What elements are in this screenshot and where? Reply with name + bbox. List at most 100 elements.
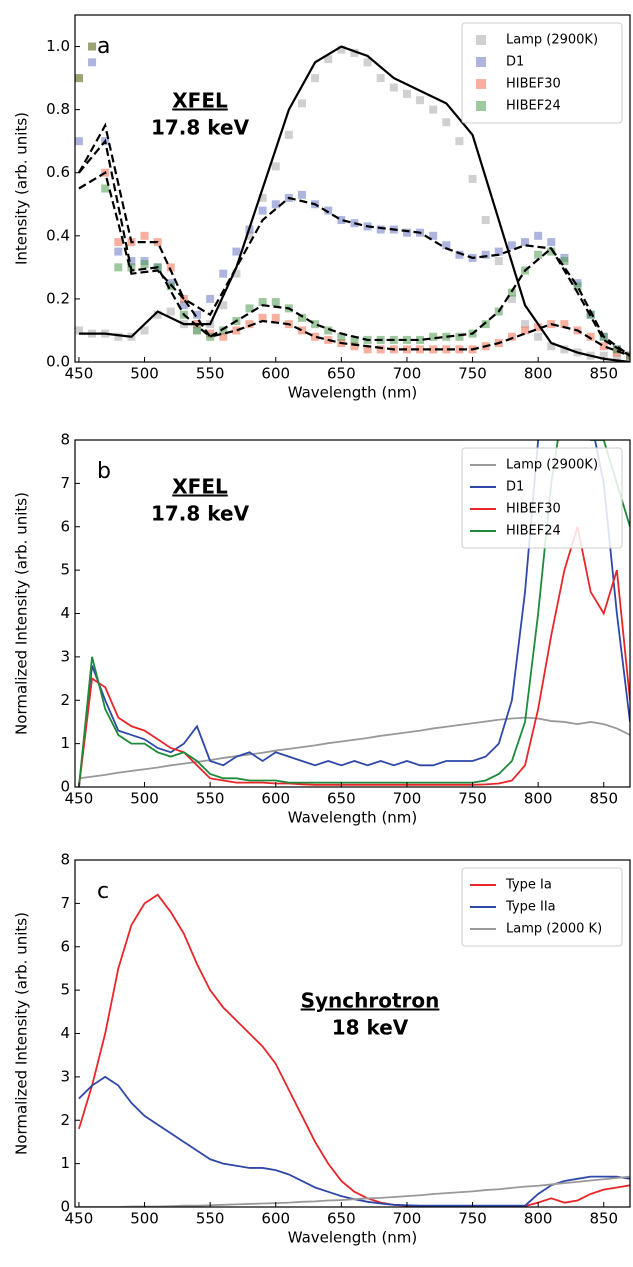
point (88, 42, 97, 51)
y-axis-label: Normalized Intensity (arb. units) (13, 492, 31, 735)
x-tick-label: 750 (458, 1210, 487, 1228)
x-tick-label: 600 (261, 365, 290, 383)
point (534, 231, 543, 240)
point (271, 162, 280, 171)
series-line (78, 526, 630, 787)
point (311, 320, 320, 329)
legend-marker (476, 79, 486, 89)
x-tick-label: 700 (393, 790, 422, 808)
point (402, 228, 411, 237)
y-tick-label: 5 (60, 561, 70, 579)
point (271, 298, 280, 307)
point (586, 332, 595, 341)
point (402, 89, 411, 98)
point (166, 263, 175, 272)
x-tick-label: 550 (196, 365, 225, 383)
point (75, 137, 83, 146)
point (324, 326, 333, 335)
point (219, 332, 228, 341)
point (350, 335, 359, 344)
x-tick-label: 850 (589, 1210, 618, 1228)
x-tick-label: 650 (327, 790, 356, 808)
x-tick-label: 800 (524, 790, 553, 808)
axes-frame (74, 439, 631, 788)
point (560, 257, 569, 266)
point (416, 96, 425, 105)
point (114, 332, 123, 341)
x-tick-label: 500 (130, 1210, 159, 1228)
point (547, 247, 556, 256)
point (429, 332, 438, 341)
annotation: XFEL (172, 89, 228, 113)
point (481, 250, 490, 259)
point (114, 263, 123, 272)
point (350, 342, 359, 351)
legend-label: Type IIa (505, 900, 556, 915)
point (219, 326, 228, 335)
fit-line (78, 45, 630, 362)
x-tick-label: 750 (458, 365, 487, 383)
point (455, 137, 464, 146)
point (271, 313, 280, 322)
y-tick-label: 8 (60, 431, 70, 449)
point (75, 326, 83, 335)
legend-marker (476, 57, 486, 67)
point (140, 326, 149, 335)
point (363, 58, 372, 67)
point (521, 238, 530, 247)
legend-box (461, 22, 623, 124)
point (429, 105, 438, 114)
point (324, 206, 333, 215)
annotation: 17.8 keV (151, 116, 250, 140)
point (114, 247, 123, 256)
series-line (78, 716, 630, 780)
point (468, 175, 477, 184)
point (75, 74, 83, 83)
annotation: XFEL (172, 475, 228, 499)
point (402, 335, 411, 344)
y-tick-label: 4 (60, 1024, 70, 1042)
point (140, 231, 149, 240)
panel: 450 500 550 600 650 700 750 800 850 0 1 2 3 4 5 6 7 8 Wave… (13, 431, 631, 827)
point (534, 250, 543, 259)
x-tick-label: 650 (327, 1210, 356, 1228)
fit-line (78, 138, 630, 357)
x-tick-label: 550 (196, 1210, 225, 1228)
point (560, 345, 569, 354)
x-tick-label: 700 (393, 365, 422, 383)
point (350, 48, 359, 57)
point (376, 74, 385, 83)
legend-label: Type Ia (505, 878, 552, 893)
point (206, 294, 215, 303)
y-tick-label: 2 (60, 1111, 70, 1129)
point (114, 238, 123, 247)
y-tick-label: 1 (60, 734, 70, 752)
point (573, 282, 582, 291)
point (232, 247, 241, 256)
legend-label: D1 (506, 55, 524, 70)
axes-frame (74, 859, 631, 1208)
x-tick-label: 500 (130, 790, 159, 808)
y-tick-label: 2 (60, 691, 70, 709)
series-line (78, 1175, 630, 1207)
point (245, 320, 254, 329)
point (324, 55, 333, 64)
point (88, 58, 97, 67)
point (507, 294, 516, 303)
legend-box (461, 867, 623, 947)
panel: 450 500 550 600 650 700 750 800 850 0.0 0.2 0.4 0.6 0… (13, 14, 631, 402)
point (245, 304, 254, 313)
point (153, 310, 162, 319)
point (193, 310, 202, 319)
point (507, 288, 516, 297)
legend-label: HIBEF30 (506, 502, 561, 517)
y-tick-label: 6 (60, 517, 70, 535)
point (337, 45, 346, 54)
x-tick-label: 450 (65, 1210, 94, 1228)
point (599, 351, 608, 360)
point (363, 345, 372, 354)
y-axis-label: Normalized Intensity (arb. units) (13, 912, 31, 1155)
panel-label: b (97, 459, 111, 484)
x-tick-label: 600 (261, 790, 290, 808)
x-tick-label: 850 (589, 365, 618, 383)
